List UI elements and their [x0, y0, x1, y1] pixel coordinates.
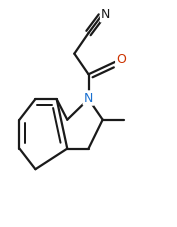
Text: O: O [116, 53, 126, 66]
Text: N: N [101, 8, 110, 21]
Text: N: N [84, 91, 93, 104]
Text: O: O [116, 53, 126, 66]
Text: N: N [84, 91, 93, 104]
Text: N: N [101, 8, 110, 21]
